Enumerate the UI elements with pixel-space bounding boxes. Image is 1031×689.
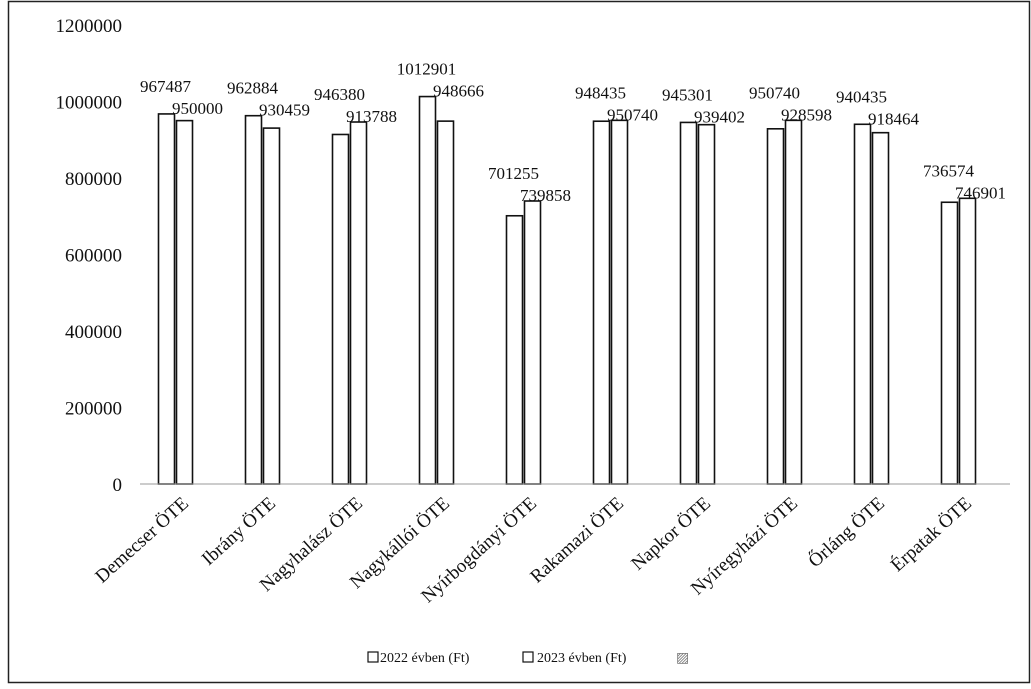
chart-border — [7, 0, 1031, 684]
bar-2023 — [958, 197, 977, 485]
data-label: 950740 — [749, 83, 800, 102]
category-label: Napkor ÖTE — [627, 493, 714, 575]
data-label: 746901 — [955, 183, 1006, 202]
data-label: 950740 — [607, 105, 658, 124]
bar-2023 — [697, 123, 716, 485]
data-label: 918464 — [868, 109, 920, 128]
category-label: Őrláng ÖTE — [804, 492, 889, 572]
bar-series — [157, 95, 977, 485]
category-label: Érpatak ÖTE — [886, 492, 976, 576]
y-tick-label: 1200000 — [56, 16, 123, 37]
category-label: Ibrány ÖTE — [198, 493, 280, 570]
data-label: 945301 — [662, 85, 713, 104]
bar-2023 — [523, 200, 542, 485]
bar-2023 — [262, 127, 281, 485]
bar-2023 — [349, 121, 368, 485]
y-tick-label: 800000 — [65, 169, 122, 190]
data-label: 1012901 — [397, 60, 457, 79]
data-label: 739858 — [520, 186, 571, 205]
data-label: 701255 — [488, 164, 539, 183]
data-label: 948666 — [433, 82, 484, 101]
bar-2022 — [244, 114, 263, 485]
y-tick-label: 400000 — [65, 322, 122, 343]
bar-2022 — [592, 120, 611, 485]
data-label: 928598 — [781, 105, 832, 124]
bar-2023 — [610, 119, 629, 485]
legend-extra-marker: ▨ — [676, 651, 689, 666]
y-tick-label: 200000 — [65, 399, 122, 420]
bar-2023 — [175, 119, 194, 485]
bar-2022 — [157, 113, 176, 485]
y-tick-label: 600000 — [65, 246, 122, 267]
data-label: 930459 — [259, 101, 310, 120]
data-label: 939402 — [694, 107, 745, 126]
legend-swatch-2022 — [367, 651, 379, 663]
data-label: 962884 — [227, 79, 279, 98]
data-label: 946380 — [314, 85, 365, 104]
data-label: 940435 — [836, 87, 887, 106]
legend-label-2022: 2022 évben (Ft) — [380, 651, 470, 666]
bar-2023 — [436, 120, 455, 485]
data-label: 948435 — [575, 83, 626, 102]
bar-2022 — [853, 123, 872, 485]
legend: 2022 évben (Ft) 2023 évben (Ft) ▨ — [367, 651, 689, 666]
category-label: Rakamazi ÖTE — [526, 493, 627, 587]
bar-2022 — [940, 201, 959, 485]
data-label: 950000 — [172, 99, 223, 118]
y-tick-label: 0 — [113, 475, 123, 496]
data-label: 736574 — [923, 161, 975, 180]
legend-swatch-2023 — [522, 651, 534, 663]
data-label: 967487 — [140, 77, 192, 96]
y-axis-tick-labels: 0 200000 400000 600000 800000 1000000 1200000 — [56, 16, 123, 496]
bar-2022 — [766, 128, 785, 485]
legend-label-2023: 2023 évben (Ft) — [537, 651, 627, 666]
bar-2022 — [679, 121, 698, 485]
data-label: 913788 — [346, 107, 397, 126]
category-label: Demecser ÖTE — [91, 493, 192, 587]
bar-2022 — [505, 214, 524, 485]
bar-2022 — [418, 95, 437, 485]
bar-2022 — [331, 133, 350, 485]
bar-2023 — [871, 131, 890, 485]
bar-2023 — [784, 119, 803, 485]
y-tick-label: 1000000 — [56, 93, 123, 114]
